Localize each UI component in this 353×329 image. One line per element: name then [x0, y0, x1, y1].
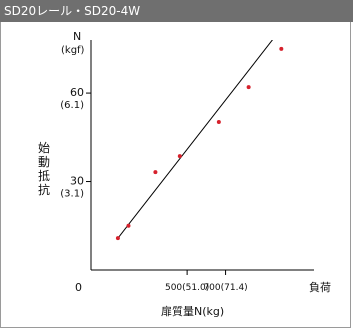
data-point — [246, 85, 251, 90]
data-point — [126, 223, 131, 228]
y-unit-sublabel: (kgf) — [61, 45, 85, 56]
x-tick-label: 500(51.0) — [165, 283, 209, 293]
origin-label: 0 — [75, 281, 82, 294]
y-axis-label-char: 抵 — [38, 169, 50, 183]
y-tick-sublabel: (6.1) — [60, 100, 84, 111]
data-point — [279, 46, 284, 51]
x-end-label: 負荷 — [309, 281, 331, 294]
x-tick-label: 700(71.4) — [203, 283, 247, 293]
y-tick-label: 60 — [70, 86, 84, 99]
y-tick-label: 30 — [70, 175, 84, 188]
y-ticks: 60(6.1) 30(3.1) — [60, 86, 91, 200]
y-axis-label-char: 抗 — [38, 182, 50, 197]
chart-frame: N (kgf) 始動抵抗 60 (6.1) 30 (3.1) 500(51.0) 700… — [0, 22, 351, 328]
fit-line-group — [117, 40, 273, 239]
data-point — [115, 236, 120, 241]
data-point — [177, 154, 182, 159]
data-point — [216, 119, 221, 124]
data-points — [115, 46, 284, 241]
y-axis-label-char: 始 — [38, 141, 50, 155]
header-bar: SD20レール・SD20-4W — [0, 0, 353, 22]
y-unit-label: N — [73, 30, 81, 43]
chart-title: SD20レール・SD20-4W — [4, 4, 141, 18]
y-axis-label-char: 動 — [38, 155, 50, 169]
x-ticks: 500(51.0)700(71.4) — [165, 270, 248, 293]
data-point — [153, 170, 158, 175]
fit-line — [117, 40, 273, 239]
axes-group — [90, 40, 314, 271]
y-tick-sublabel: (3.1) — [60, 189, 84, 200]
x-axis-label: 扉質量N(kg) — [161, 304, 224, 318]
